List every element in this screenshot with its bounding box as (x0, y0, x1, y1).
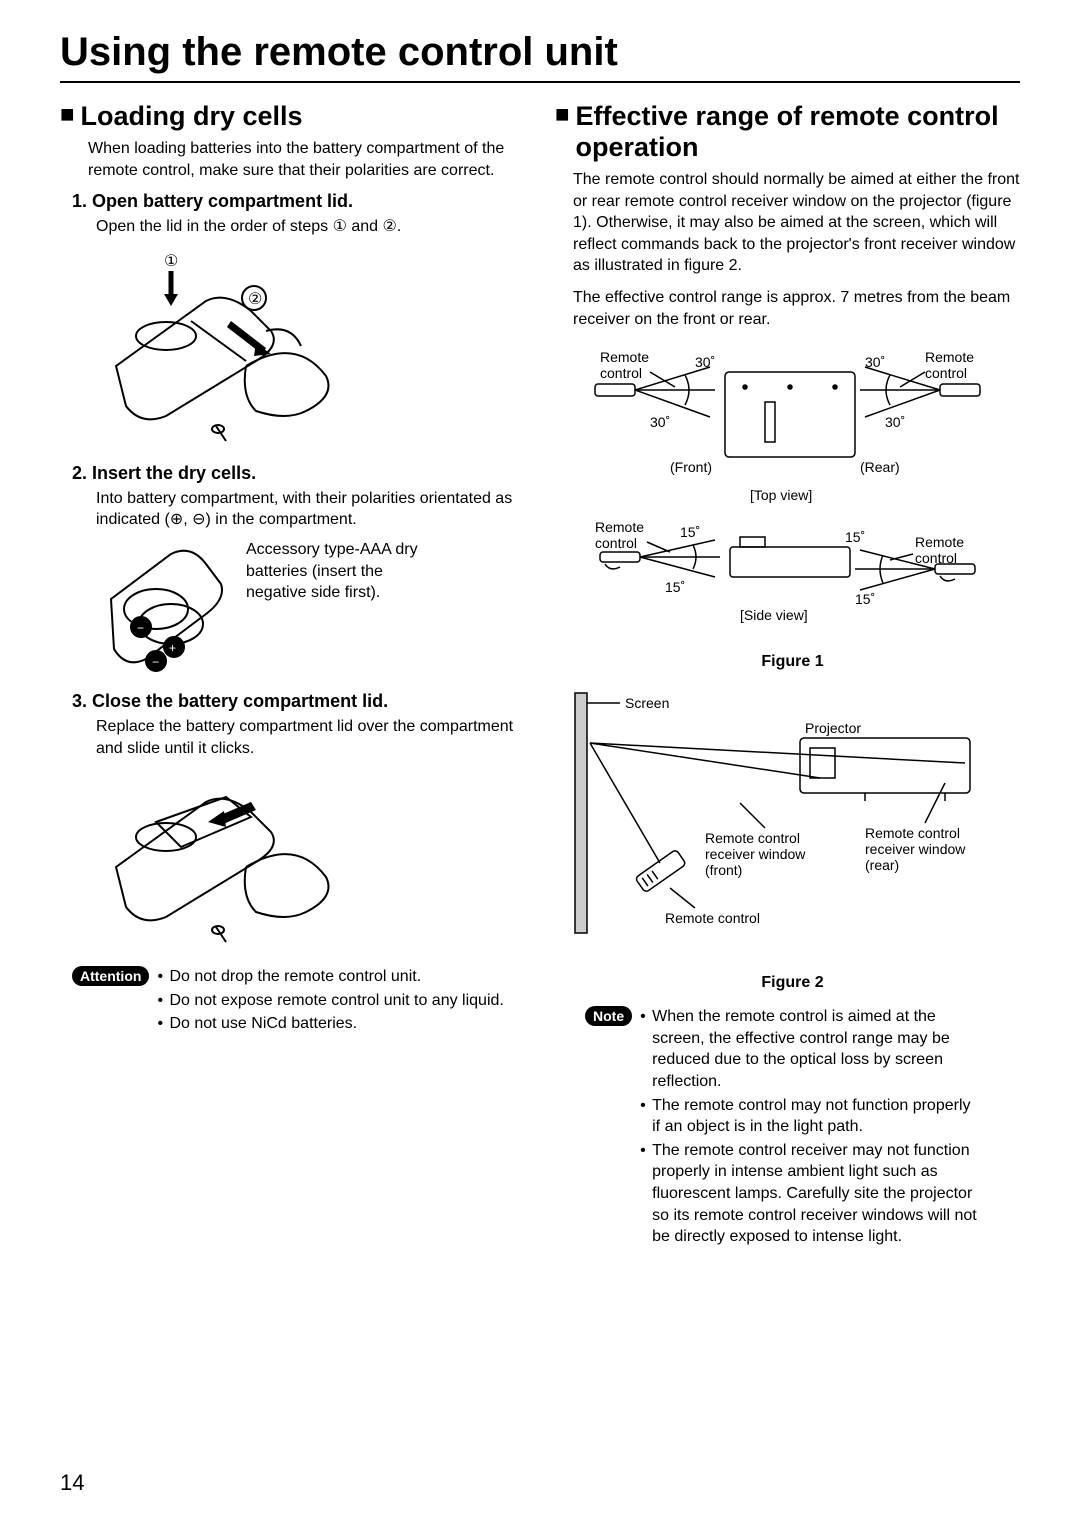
step1-body: Open the lid in the order of steps ① and… (96, 216, 525, 238)
svg-text:Remote control: Remote control (705, 830, 800, 846)
svg-text:Remote: Remote (595, 519, 644, 535)
figure2-caption: Figure 2 (565, 974, 1020, 992)
svg-text:30˚: 30˚ (695, 354, 715, 370)
right-column: ■ Effective range of remote control oper… (555, 101, 1020, 1250)
attention-badge: Attention (72, 966, 149, 986)
note-item: The remote control may not function prop… (640, 1095, 980, 1138)
svg-text:receiver window: receiver window (705, 846, 806, 862)
step2-body-b: , (183, 511, 192, 528)
svg-text:Remote: Remote (925, 349, 974, 365)
svg-text:15˚: 15˚ (665, 579, 685, 595)
attention-block: Attention Do not drop the remote control… (72, 966, 525, 1037)
svg-text:control: control (600, 365, 642, 381)
step2-body: Into battery compartment, with their pol… (96, 488, 525, 531)
svg-text:(Rear): (Rear) (860, 459, 900, 475)
svg-text:receiver window: receiver window (865, 841, 966, 857)
range-section-title: Effective range of remote control operat… (576, 101, 1021, 163)
range-p2: The effective control range is approx. 7… (573, 287, 1020, 330)
svg-text:(Front): (Front) (670, 459, 712, 475)
attention-list: Do not drop the remote control unit. Do … (157, 966, 503, 1037)
svg-text:(rear): (rear) (865, 857, 899, 873)
plus-circle-icon: ⊕ (170, 511, 183, 528)
circled-1-icon: ① (333, 218, 347, 235)
loading-section-title: Loading dry cells (81, 101, 303, 132)
step2-figure: − + − Accessory type-AAA dry batteries (… (96, 539, 525, 679)
note-badge: Note (585, 1006, 632, 1026)
two-column-layout: ■ Loading dry cells When loading batteri… (60, 101, 1020, 1250)
step2-side-text: Accessory type-AAA dry batteries (insert… (246, 539, 446, 604)
svg-text:[Top view]: [Top view] (750, 487, 812, 503)
left-column: ■ Loading dry cells When loading batteri… (60, 101, 525, 1250)
attention-item: Do not expose remote control unit to any… (157, 990, 503, 1012)
note-list: When the remote control is aimed at the … (640, 1006, 980, 1250)
svg-text:Screen: Screen (625, 695, 669, 711)
step1-body-b: and (347, 218, 383, 235)
figure1-caption: Figure 1 (565, 653, 1020, 671)
svg-text:+: + (169, 641, 176, 655)
step3-head: 3. Close the battery compartment lid. (72, 691, 525, 712)
svg-text:Remote control: Remote control (865, 825, 960, 841)
step1-head: 1. Open battery compartment lid. (72, 191, 525, 212)
step3-figure (96, 767, 525, 952)
svg-text:Remote control: Remote control (665, 910, 760, 926)
svg-text:control: control (595, 535, 637, 551)
svg-text:[Side view]: [Side view] (740, 607, 808, 623)
svg-text:30˚: 30˚ (650, 414, 670, 430)
loading-intro: When loading batteries into the battery … (88, 138, 525, 181)
attention-item: Do not use NiCd batteries. (157, 1013, 503, 1035)
square-bullet-icon: ■ (555, 101, 570, 130)
svg-text:30˚: 30˚ (865, 354, 885, 370)
svg-text:15˚: 15˚ (845, 529, 865, 545)
svg-text:Remote: Remote (600, 349, 649, 365)
step2-body-c: ) in the compartment. (206, 511, 357, 528)
svg-text:15˚: 15˚ (680, 524, 700, 540)
step3-body: Replace the battery compartment lid over… (96, 716, 525, 759)
page-title: Using the remote control unit (60, 30, 1020, 83)
figure2: Screen Projector (565, 683, 1020, 992)
page-number: 14 (60, 1470, 84, 1496)
step1-figure: ① ② (96, 246, 525, 451)
svg-text:−: − (137, 621, 144, 635)
loading-section-head: ■ Loading dry cells (60, 101, 525, 132)
svg-text:Remote: Remote (915, 534, 964, 550)
square-bullet-icon: ■ (60, 101, 75, 130)
minus-circle-icon: ⊖ (192, 511, 205, 528)
svg-text:−: − (152, 655, 159, 669)
svg-text:30˚: 30˚ (885, 414, 905, 430)
svg-text:15˚: 15˚ (855, 591, 875, 607)
circled-2-icon: ② (383, 218, 397, 235)
svg-text:②: ② (248, 291, 262, 308)
svg-text:Projector: Projector (805, 720, 861, 736)
attention-item: Do not drop the remote control unit. (157, 966, 503, 988)
range-p1: The remote control should normally be ai… (573, 169, 1020, 277)
note-item: The remote control receiver may not func… (640, 1140, 980, 1248)
step1-body-c: . (397, 218, 401, 235)
svg-text:control: control (925, 365, 967, 381)
note-item: When the remote control is aimed at the … (640, 1006, 980, 1092)
step1-body-a: Open the lid in the order of steps (96, 218, 333, 235)
svg-text:①: ① (164, 253, 178, 270)
svg-text:(front): (front) (705, 862, 742, 878)
figure1: Remote control Remote control 30˚ 30˚ (565, 342, 1020, 671)
step2-head: 2. Insert the dry cells. (72, 463, 525, 484)
range-section-head: ■ Effective range of remote control oper… (555, 101, 1020, 163)
note-block: Note When the remote control is aimed at… (585, 1006, 1020, 1250)
